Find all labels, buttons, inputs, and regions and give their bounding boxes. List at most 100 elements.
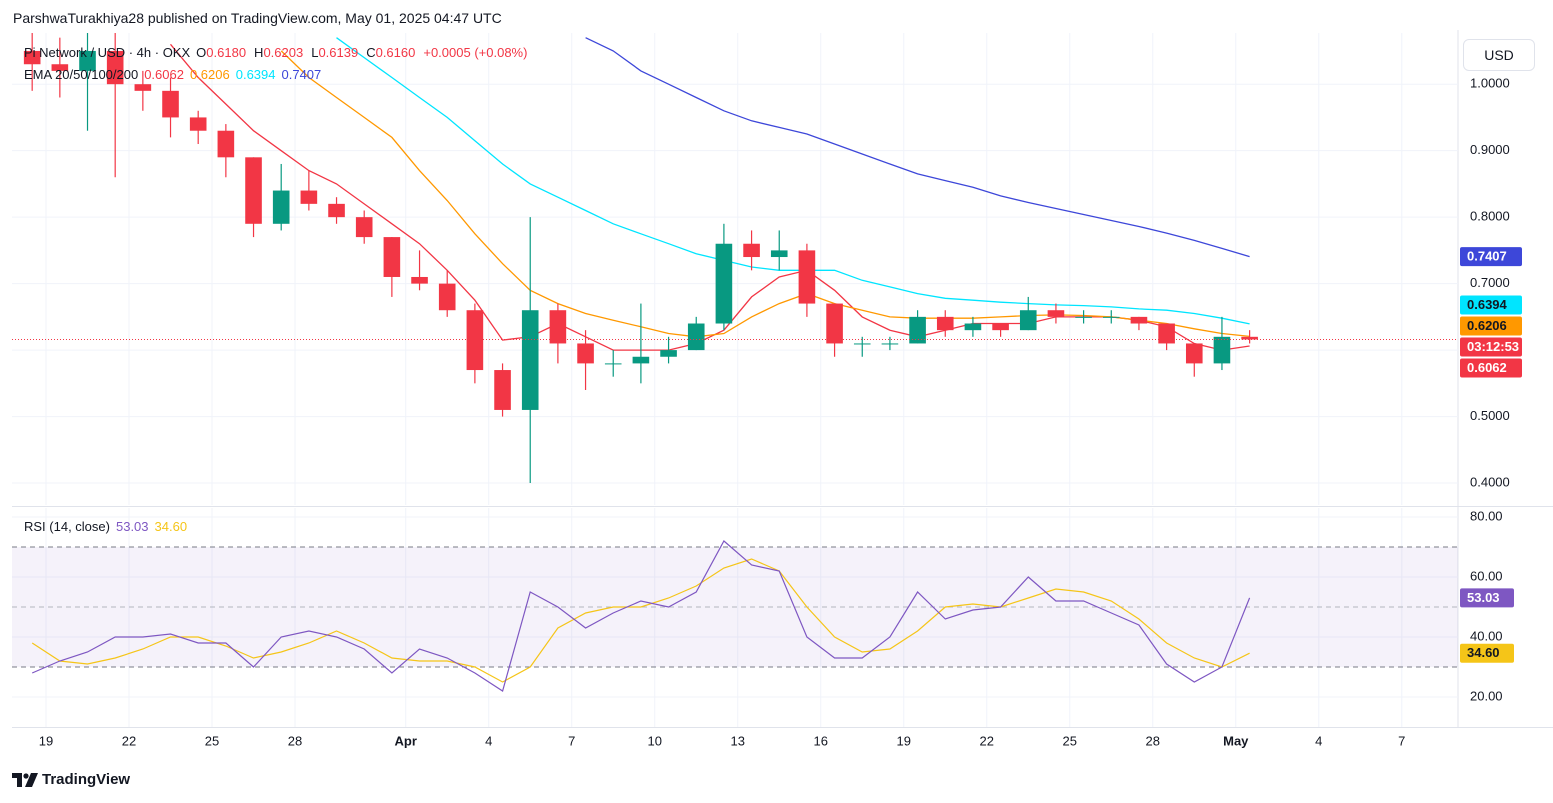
candle-body xyxy=(79,50,96,71)
candle-body xyxy=(521,310,539,410)
candle-body xyxy=(577,343,594,364)
candle-body xyxy=(992,323,1009,331)
x-tick-label: 7 xyxy=(1398,733,1405,748)
x-tick-label: 22 xyxy=(122,733,136,748)
ohlc-value: 0.6139 xyxy=(318,45,359,60)
ohlc-item: C0.6160 xyxy=(366,45,415,60)
candle-body xyxy=(853,343,871,345)
rsi-value: 34.60 xyxy=(154,519,188,534)
currency-button[interactable]: USD xyxy=(1463,39,1535,71)
series-line xyxy=(585,37,1250,258)
ohlc-key: H xyxy=(254,45,264,60)
candle-body xyxy=(23,50,41,65)
candle-body xyxy=(881,343,899,345)
ema-value: 0.6394 xyxy=(235,67,276,82)
change: +0.0005 (+0.08%) xyxy=(423,45,528,60)
price-tag-label: 0.6206 xyxy=(1467,318,1507,333)
x-tick-label: Apr xyxy=(395,733,417,748)
candle-body xyxy=(134,84,152,91)
price-tag-label: 0.6062 xyxy=(1467,360,1507,375)
price-tag xyxy=(1460,358,1522,378)
candle-body xyxy=(1158,323,1175,344)
candle-body xyxy=(632,356,650,364)
ohlc-value: 0.6160 xyxy=(375,45,416,60)
y-tick-label: 0.4000 xyxy=(1470,474,1510,489)
ohlc-item: O0.6180 xyxy=(196,45,246,60)
candle-body xyxy=(106,50,124,85)
candle-body xyxy=(549,310,567,344)
candle-body xyxy=(272,190,290,224)
y-tick-label: 0.5000 xyxy=(1470,408,1510,423)
candle-body xyxy=(1047,310,1065,317)
ohlc-item: H0.6203 xyxy=(254,45,303,60)
candle-body xyxy=(466,310,484,371)
candle-body xyxy=(1213,336,1231,364)
ema-value: 0.6062 xyxy=(144,67,184,82)
y-tick-label: 0.9000 xyxy=(1470,142,1510,157)
ohlc-value: 0.6203 xyxy=(263,45,304,60)
candle-body xyxy=(1019,310,1037,331)
x-tick-label: 4 xyxy=(1315,733,1322,748)
price-tag xyxy=(1460,247,1522,267)
price-tag xyxy=(1460,588,1514,608)
candle-body xyxy=(715,243,733,324)
y-tick-label: 0.8000 xyxy=(1470,209,1510,224)
price-tag-label: 34.60 xyxy=(1467,645,1500,660)
x-tick-label: 16 xyxy=(814,733,828,748)
candle-body xyxy=(604,363,622,365)
x-tick-label: May xyxy=(1223,733,1249,748)
ohlc-key: O xyxy=(196,45,207,60)
candle-body xyxy=(964,323,982,331)
candle-body xyxy=(162,90,179,118)
candle-body xyxy=(189,117,207,131)
series-line xyxy=(336,37,1250,325)
candle-body xyxy=(217,130,235,158)
x-tick-label: 19 xyxy=(897,733,911,748)
price-tag xyxy=(1460,316,1522,336)
candle-body xyxy=(1102,316,1120,318)
candle-body xyxy=(245,157,262,224)
candle-body xyxy=(743,243,760,258)
candle-body xyxy=(494,370,511,410)
ohlc-item: L0.6139 xyxy=(311,45,358,60)
candle-body xyxy=(770,250,788,258)
rsi-legend: RSI (14, close) 53.03 34.60 xyxy=(24,519,193,534)
x-tick-label: 13 xyxy=(731,733,745,748)
footer: TradingView xyxy=(12,771,130,788)
price-tag-label: 0.6394 xyxy=(1467,297,1508,312)
series-line xyxy=(170,43,1250,351)
candle-body xyxy=(936,316,954,331)
ema-legend: EMA 20/50/100/200 0.6062 0.6206 0.6394 0.740… xyxy=(24,67,327,82)
rsi-title: RSI (14, close) xyxy=(24,519,110,534)
candle-body xyxy=(798,250,816,304)
x-tick-label: 25 xyxy=(205,733,219,748)
x-tick-label: 10 xyxy=(647,733,661,748)
ema-value: 0.6206 xyxy=(189,67,230,82)
price-tag-label: 0.7407 xyxy=(1467,249,1507,264)
y-tick-label: 80.00 xyxy=(1470,508,1503,523)
price-tag-label: 03:12:53 xyxy=(1467,339,1519,354)
candle-body xyxy=(1185,343,1203,364)
ohlc-value: 0.6180 xyxy=(206,45,247,60)
x-tick-label: 28 xyxy=(1146,733,1160,748)
rsi-pane xyxy=(12,508,1458,727)
x-tick-label: 22 xyxy=(980,733,994,748)
candle-body xyxy=(1241,336,1258,340)
candle-body xyxy=(826,303,843,344)
axes: 0.40000.50000.60000.70000.80000.90001.00… xyxy=(39,76,1522,748)
indicator-title: EMA 20/50/100/200 xyxy=(24,67,139,82)
candle-body xyxy=(383,237,401,277)
logo xyxy=(12,772,38,787)
symbol-title: Pi Network / USD · 4h · OKX xyxy=(24,45,191,60)
x-tick-label: 4 xyxy=(485,733,492,748)
y-tick-label: 60.00 xyxy=(1470,568,1503,583)
y-tick-label: 0.7000 xyxy=(1470,275,1510,290)
price-tag xyxy=(1460,295,1522,315)
y-tick-label: 40.00 xyxy=(1470,628,1503,643)
y-tick-label: 1.0000 xyxy=(1470,76,1510,91)
candle-body xyxy=(328,203,345,218)
brand: TradingView xyxy=(42,771,131,788)
price-legend: Pi Network / USD · 4h · OKX O0.6180 H0.620… xyxy=(24,45,533,60)
price-tag xyxy=(1460,643,1514,663)
